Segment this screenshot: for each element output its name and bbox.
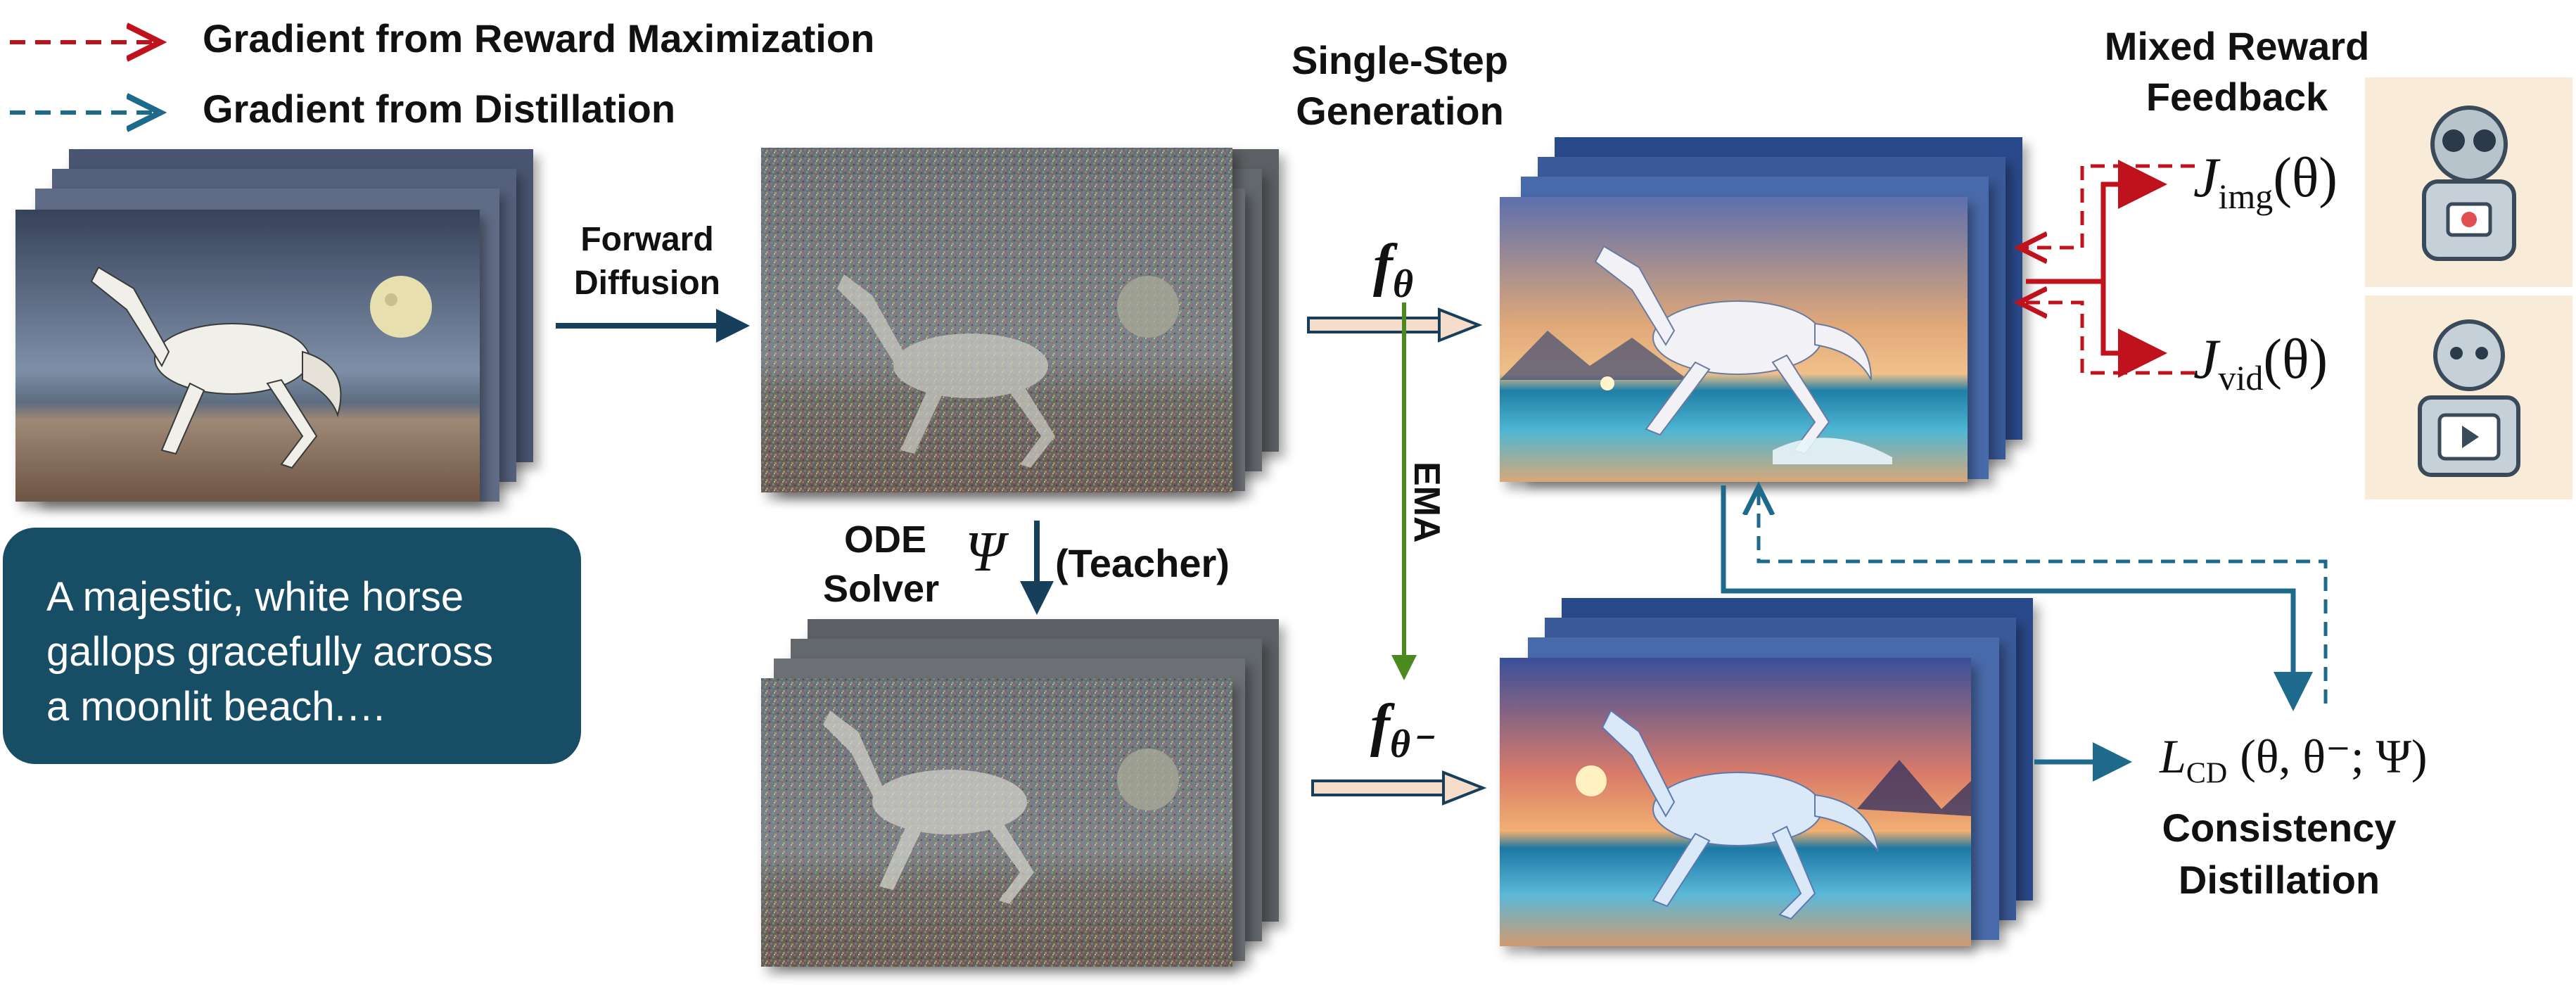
ema-label: EMA bbox=[1406, 462, 1447, 543]
student-function-label: fθ bbox=[1373, 232, 1414, 306]
consistency-distillation-label: Consistency Distillation bbox=[2162, 806, 2397, 902]
input-image-stack bbox=[15, 149, 533, 502]
single-step-label: Single-Step Generation bbox=[1291, 38, 1509, 133]
noisy-image-stack-bottom bbox=[761, 619, 1279, 967]
video-reward-model-robot-icon bbox=[2365, 295, 2572, 499]
teacher-generation-arrow bbox=[1311, 770, 1487, 806]
student-generation-arrow bbox=[1307, 307, 1483, 343]
legend-distill-label: Gradient from Distillation bbox=[203, 87, 676, 131]
mixed-reward-label: Mixed Reward Feedback bbox=[2104, 24, 2370, 119]
consistency-loss-formula: LCD (θ, θ⁻; Ψ) bbox=[2160, 730, 2428, 790]
output-image-stack-bottom bbox=[1500, 598, 2033, 946]
horse-illustration bbox=[90, 266, 342, 469]
psi-symbol: Ψ bbox=[965, 521, 1005, 583]
ode-label: ODE bbox=[844, 518, 927, 561]
reward-feedback-arrows bbox=[2019, 160, 2195, 378]
image-reward-model-robot-icon bbox=[2365, 77, 2572, 287]
video-reward-formula: Jvid(θ) bbox=[2193, 329, 2328, 397]
text-prompt: A majestic, white horse gallops graceful… bbox=[46, 574, 494, 730]
image-reward-formula: Jimg(θ) bbox=[2193, 147, 2338, 216]
text-prompt-box: A majestic, white horse gallops graceful… bbox=[3, 528, 581, 764]
teacher-label: (Teacher) bbox=[1055, 541, 1230, 585]
output-image-stack-top bbox=[1500, 137, 2022, 482]
forward-diffusion-label: Forward Diffusion bbox=[574, 221, 720, 302]
distillation-arrows bbox=[1721, 485, 2328, 782]
legend-reward-label: Gradient from Reward Maximization bbox=[203, 16, 875, 61]
teacher-ema-function-label: fθ⁻ bbox=[1370, 692, 1432, 766]
noisy-image-stack-top bbox=[761, 148, 1279, 492]
solver-label: Solver bbox=[823, 568, 940, 610]
